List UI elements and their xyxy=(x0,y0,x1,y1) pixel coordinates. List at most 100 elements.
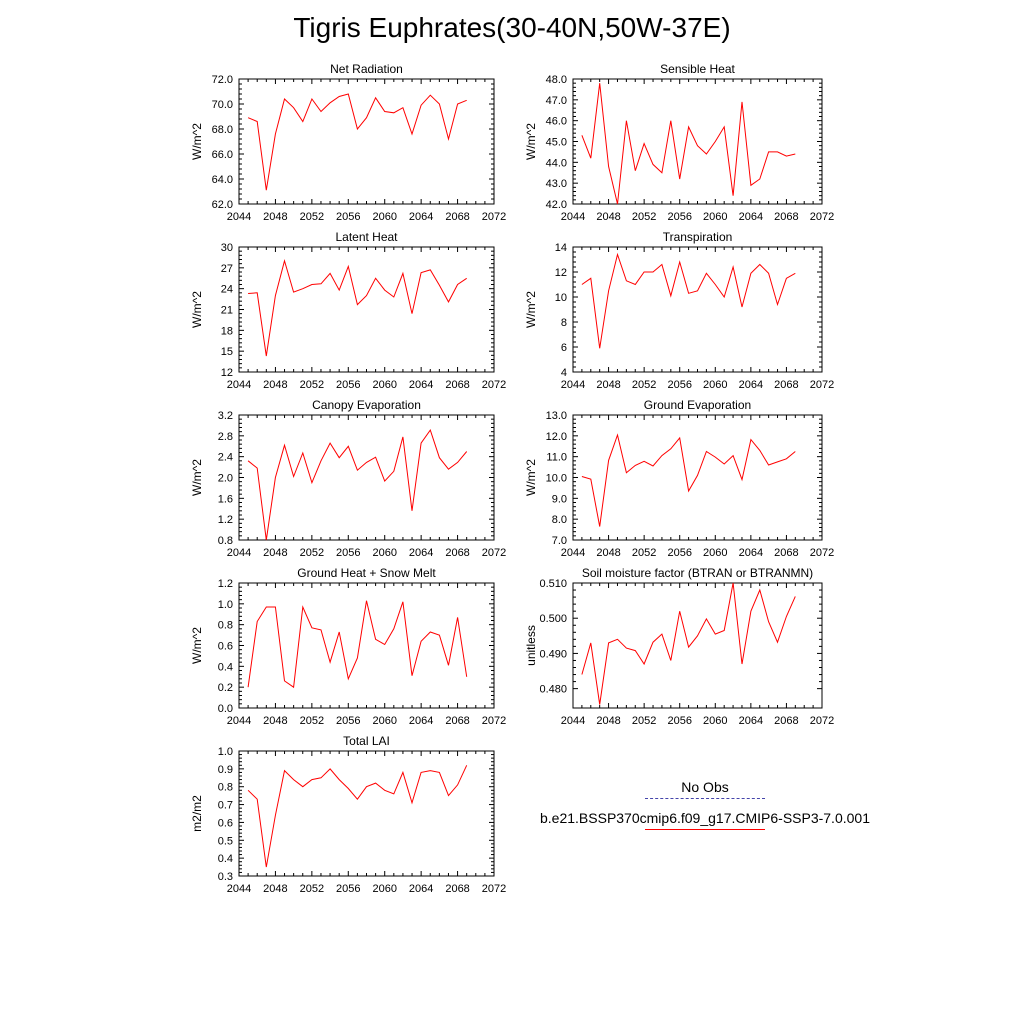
x-tick-label: 2048 xyxy=(263,715,287,727)
y-tick-label: 48.0 xyxy=(546,74,567,86)
x-tick-label: 2072 xyxy=(482,379,506,391)
y-tick-label: 6 xyxy=(561,342,567,354)
plot-frame xyxy=(238,78,495,205)
plot-frame xyxy=(238,414,495,541)
x-tick-label: 2068 xyxy=(774,547,798,559)
plot-frame xyxy=(238,246,495,373)
x-tick-label: 2044 xyxy=(561,379,585,391)
y-tick-label: 11.0 xyxy=(546,452,567,464)
x-tick-label: 2064 xyxy=(409,883,433,895)
chart-title: Ground Evaporation xyxy=(644,398,751,412)
y-tick-label: 64.0 xyxy=(212,174,233,186)
x-tick-label: 2056 xyxy=(336,715,360,727)
x-tick-label: 2056 xyxy=(667,211,691,223)
x-tick-label: 2052 xyxy=(300,715,324,727)
series-line xyxy=(581,83,796,205)
series-line xyxy=(248,259,467,357)
chart-title: Ground Heat + Snow Melt xyxy=(297,566,436,580)
legend-line-case xyxy=(645,829,765,830)
x-tick-label: 2044 xyxy=(227,211,251,223)
y-axis-label: W/m^2 xyxy=(524,459,538,496)
y-tick-label: 0.8 xyxy=(218,535,233,547)
y-tick-label: 0.500 xyxy=(539,613,567,625)
x-tick-label: 2056 xyxy=(667,379,691,391)
y-tick-label: 0.480 xyxy=(539,684,567,696)
x-tick-label: 2060 xyxy=(703,379,727,391)
legend-line-obs xyxy=(645,798,765,799)
y-tick-label: 30 xyxy=(221,242,233,254)
x-tick-label: 2044 xyxy=(561,547,585,559)
chart-panel-2: Sensible Heat W/m^2 2044 2048 2052 2056 2060 20… xyxy=(524,62,834,223)
x-tick-label: 2048 xyxy=(263,547,287,559)
y-tick-label: 70.0 xyxy=(212,99,233,111)
x-tick-label: 2056 xyxy=(667,547,691,559)
y-tick-label: 1.0 xyxy=(218,599,233,611)
y-tick-label: 0.2 xyxy=(218,682,233,694)
y-tick-label: 24 xyxy=(221,284,233,296)
x-tick-label: 2064 xyxy=(739,715,763,727)
y-axis-label: m2/m2 xyxy=(190,795,204,832)
x-tick-label: 2060 xyxy=(372,715,396,727)
x-tick-label: 2068 xyxy=(774,379,798,391)
y-tick-label: 2.8 xyxy=(218,431,233,443)
y-tick-label: 1.6 xyxy=(218,493,233,505)
x-tick-label: 2056 xyxy=(336,211,360,223)
y-tick-label: 0.8 xyxy=(218,620,233,632)
plot-frame xyxy=(572,246,823,373)
chart-title: Transpiration xyxy=(663,230,733,244)
y-tick-label: 44.0 xyxy=(546,157,567,169)
x-tick-label: 2048 xyxy=(596,211,620,223)
x-tick-label: 2052 xyxy=(632,211,656,223)
x-tick-label: 2068 xyxy=(445,211,469,223)
y-tick-label: 2.0 xyxy=(218,473,233,485)
y-tick-label: 7.0 xyxy=(552,535,567,547)
x-tick-label: 2048 xyxy=(263,379,287,391)
x-tick-label: 2068 xyxy=(774,715,798,727)
x-tick-label: 2064 xyxy=(739,211,763,223)
x-tick-label: 2048 xyxy=(263,883,287,895)
y-tick-label: 0.6 xyxy=(218,641,233,653)
y-tick-label: 10 xyxy=(555,292,567,304)
x-tick-label: 2072 xyxy=(482,883,506,895)
x-tick-label: 2060 xyxy=(372,211,396,223)
x-tick-label: 2052 xyxy=(632,379,656,391)
y-tick-label: 1.2 xyxy=(218,514,233,526)
series-line xyxy=(581,433,796,527)
x-tick-label: 2056 xyxy=(667,715,691,727)
chart-panel-6: Ground Evaporation W/m^2 2044 2048 2052 2056 2… xyxy=(524,398,834,559)
x-tick-label: 2072 xyxy=(810,379,834,391)
y-tick-label: 0.5 xyxy=(218,835,233,847)
y-tick-label: 0.9 xyxy=(218,764,233,776)
plot-frame xyxy=(572,78,823,205)
y-tick-label: 0.4 xyxy=(218,853,233,865)
x-tick-label: 2044 xyxy=(227,547,251,559)
y-tick-label: 0.4 xyxy=(218,661,233,673)
series-line xyxy=(581,582,796,705)
x-tick-label: 2064 xyxy=(409,379,433,391)
x-tick-label: 2060 xyxy=(372,883,396,895)
x-tick-label: 2068 xyxy=(445,715,469,727)
plot-frame xyxy=(572,582,823,709)
y-tick-label: 0.510 xyxy=(539,578,567,590)
x-tick-label: 2072 xyxy=(810,547,834,559)
legend: No Obs b.e21.BSSP370cmip6.f09_g17.CMIP6-… xyxy=(520,778,890,840)
series-line xyxy=(247,93,467,191)
x-tick-label: 2044 xyxy=(227,715,251,727)
x-tick-label: 2044 xyxy=(227,379,251,391)
y-tick-label: 0.6 xyxy=(218,817,233,829)
y-tick-label: 0.0 xyxy=(218,703,233,715)
y-tick-label: 13.0 xyxy=(546,410,567,422)
x-tick-label: 2060 xyxy=(703,547,727,559)
chart-title: Net Radiation xyxy=(330,62,403,76)
y-tick-label: 9.0 xyxy=(552,493,567,505)
y-tick-label: 3.2 xyxy=(218,410,233,422)
x-tick-label: 2064 xyxy=(409,547,433,559)
y-tick-label: 0.7 xyxy=(218,800,233,812)
y-axis-label: W/m^2 xyxy=(524,123,538,160)
x-tick-label: 2064 xyxy=(739,547,763,559)
x-tick-label: 2044 xyxy=(561,715,585,727)
chart-panel-8: Soil moisture factor (BTRAN or BTRANMN) u… xyxy=(524,566,834,727)
chart-panel-9: Total LAI m2/m2 2044 2048 2052 2056 2060 2064 20… xyxy=(190,734,506,895)
figure-title: Tigris Euphrates(30-40N,50W-37E) xyxy=(293,12,731,43)
